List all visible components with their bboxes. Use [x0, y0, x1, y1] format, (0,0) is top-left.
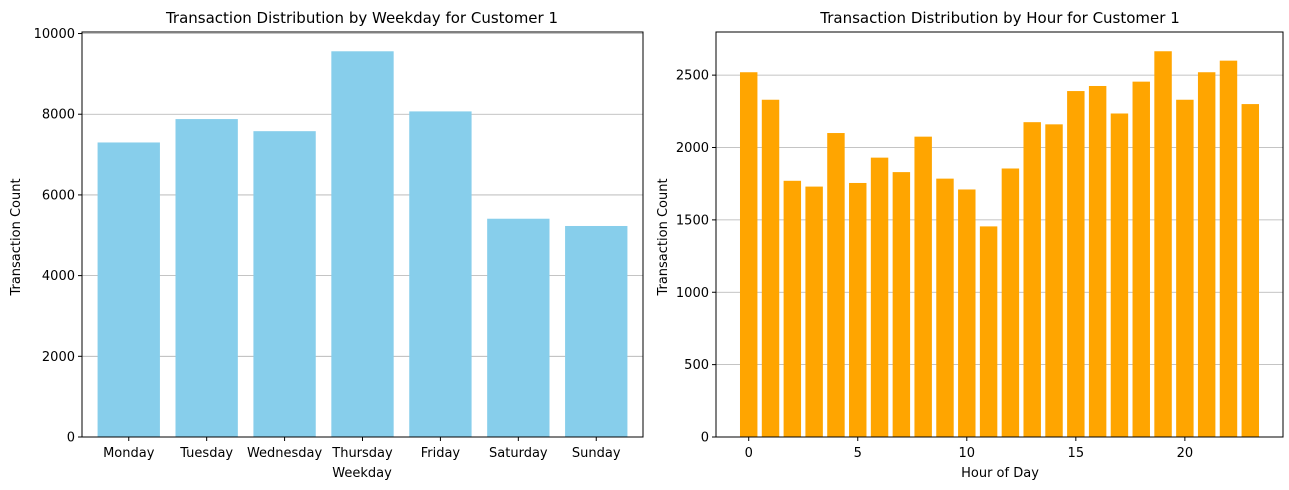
hour-bar: [1132, 81, 1150, 438]
hour-ytick-label: 1500: [676, 213, 709, 228]
weekday-xtick-label: Friday: [421, 446, 461, 461]
hour-bar: [1045, 124, 1063, 437]
hour-plot-frame: [715, 31, 1284, 438]
hour-bar: [1088, 85, 1107, 437]
weekday-xtick-label: Wednesday: [247, 446, 323, 461]
hour-bar: [1176, 99, 1194, 437]
weekday-ytick-label: 2000: [42, 350, 75, 365]
weekday-bar: [409, 111, 472, 437]
weekday-bar: [253, 131, 316, 437]
hour-bar: [1001, 168, 1020, 437]
weekday-xtick-label: Tuesday: [179, 446, 233, 461]
hour-bar: [958, 189, 976, 437]
weekday-xtick-label: Monday: [103, 446, 155, 461]
hour-xtick-label: 15: [1068, 446, 1085, 461]
hour-bar: [827, 133, 845, 437]
hour-ytick-label: 1000: [676, 286, 709, 301]
hour-bar: [979, 226, 998, 437]
hour-chart-title: Transaction Distribution by Hour for Cus…: [819, 9, 1180, 27]
hour-bar: [1023, 122, 1041, 437]
weekday-ytick-label: 6000: [42, 188, 75, 203]
weekday-chart: Transaction Distribution by Weekday for …: [9, 9, 644, 481]
weekday-bar: [331, 51, 394, 438]
hour-xtick-label: 20: [1177, 446, 1194, 461]
hour-bar: [936, 178, 954, 438]
hour-bar: [1110, 113, 1129, 438]
hour-xtick-label: 0: [745, 446, 753, 461]
weekday-chart-ylabel: Transaction Count: [9, 178, 24, 296]
hour-bar: [739, 72, 758, 438]
weekday-bar: [97, 142, 160, 437]
weekday-chart-title: Transaction Distribution by Weekday for …: [165, 9, 558, 27]
hour-bar: [1241, 104, 1260, 438]
hour-xtick-label: 5: [854, 446, 862, 461]
hour-bar: [1154, 51, 1172, 437]
hour-bar: [892, 172, 911, 437]
weekday-ytick-label: 0: [67, 431, 75, 446]
hour-bar: [849, 182, 867, 437]
hour-chart-ylabel: Transaction Count: [656, 178, 671, 296]
weekday-chart-xlabel: Weekday: [332, 466, 392, 481]
hour-chart-xlabel: Hour of Day: [961, 466, 1039, 481]
hour-bar: [1219, 60, 1238, 437]
hour-chart: Transaction Distribution by Hour for Cus…: [656, 9, 1284, 481]
hour-ytick-label: 2500: [676, 69, 709, 84]
hour-bar: [870, 157, 889, 437]
hour-ytick-label: 500: [684, 358, 709, 373]
weekday-ytick-label: 8000: [42, 108, 75, 123]
weekday-bar: [487, 218, 550, 437]
hour-bar: [783, 180, 802, 438]
hour-ytick-label: 0: [701, 431, 709, 446]
hour-bar: [761, 99, 780, 437]
hour-bar: [1067, 91, 1085, 438]
weekday-xtick-label: Thursday: [331, 446, 393, 461]
hour-bar: [805, 186, 823, 437]
weekday-ytick-label: 4000: [42, 269, 75, 284]
hour-bar: [1197, 72, 1216, 438]
weekday-xtick-label: Sunday: [572, 446, 621, 461]
weekday-xtick-label: Saturday: [489, 446, 548, 461]
weekday-ytick-label: 10000: [34, 27, 75, 42]
hour-bar: [914, 136, 932, 437]
hour-xtick-label: 10: [959, 446, 976, 461]
weekday-bar: [175, 119, 238, 437]
hour-ytick-label: 2000: [676, 141, 709, 156]
weekday-bar: [565, 225, 628, 437]
